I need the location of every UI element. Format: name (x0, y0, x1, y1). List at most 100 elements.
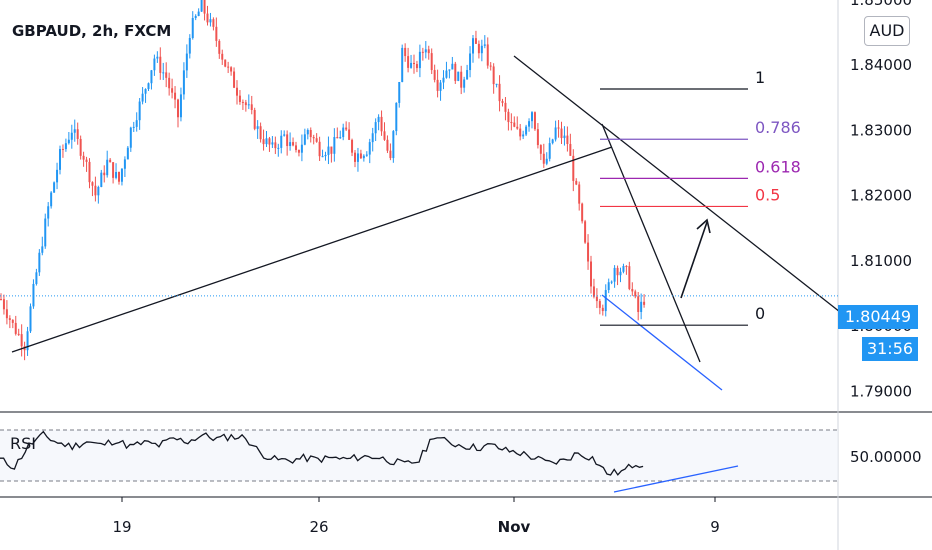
candle-body (35, 272, 38, 284)
candle-body (197, 11, 200, 16)
candle-body (637, 296, 640, 312)
candle-body (179, 94, 182, 118)
candle-body (625, 265, 628, 267)
candle-body (613, 267, 616, 282)
fib-level-label: 0.618 (755, 157, 801, 176)
candle-body (525, 126, 528, 135)
rsi-band (0, 430, 838, 481)
candle-body (238, 95, 241, 102)
candle-body (448, 69, 451, 71)
candle-body (356, 153, 359, 162)
candle-body (53, 182, 56, 193)
candle-body (300, 144, 303, 153)
x-tick-label: Nov (498, 518, 531, 536)
candle-body (26, 331, 29, 351)
candle-body (324, 154, 327, 157)
y-tick-label: 1.84000 (850, 56, 912, 74)
candle-body (371, 133, 374, 143)
candle-body (200, 0, 203, 12)
candle-body (277, 147, 280, 149)
candle-body (135, 120, 138, 127)
arrow-head (696, 218, 711, 234)
last-price-tag: 1.80449 (838, 305, 918, 329)
candle-body (439, 82, 442, 91)
candle-body (112, 162, 115, 178)
candle-body (380, 116, 383, 132)
candle-body (427, 49, 430, 54)
candle-body (628, 266, 631, 289)
candle-body (141, 93, 144, 102)
candle-body (472, 38, 474, 54)
candle-body (365, 154, 368, 156)
candle-body (469, 53, 472, 71)
candle-body (616, 267, 619, 276)
candle-body (2, 299, 5, 310)
candle-body (129, 127, 132, 148)
y-tick-label: 1.85000 (850, 0, 912, 9)
candle-body (206, 13, 209, 23)
candle-body (528, 121, 531, 127)
candle-body (368, 142, 371, 155)
candle-body (492, 66, 495, 85)
candle-body (106, 159, 109, 176)
candle-body (415, 64, 418, 69)
candle-body (268, 138, 271, 145)
candle-body (221, 53, 224, 60)
candle-body (501, 101, 504, 103)
falling-trendline (513, 55, 841, 313)
candle-body (542, 153, 545, 164)
candle-body (566, 135, 569, 144)
candle-body (103, 172, 106, 176)
candle-body (413, 62, 415, 65)
candle-body (203, 0, 206, 14)
fib-level-label: 0 (755, 304, 765, 323)
candle-body (489, 65, 492, 67)
candle-body (224, 59, 227, 67)
candle-body (551, 139, 554, 144)
candle-body (348, 129, 351, 140)
y-tick-label: 1.81000 (850, 252, 912, 270)
candle-body (601, 307, 604, 312)
candle-body (554, 127, 557, 140)
candle-body (604, 290, 607, 312)
candle-body (336, 137, 339, 139)
candle-body (424, 49, 427, 53)
candle-body (315, 138, 318, 142)
rsi-axis-label: 50.00000 (850, 448, 922, 466)
candle-body (256, 126, 259, 129)
candle-body (495, 83, 498, 85)
candle-body (339, 137, 342, 139)
candle-body (100, 172, 103, 187)
candle-body (545, 158, 548, 164)
candles (0, 0, 646, 361)
candle-body (643, 301, 646, 305)
x-tick-label: 26 (309, 518, 328, 536)
candle-body (191, 18, 194, 39)
candle-body (354, 152, 356, 162)
candle-body (531, 112, 533, 122)
candle-body (433, 70, 436, 80)
candle-body (271, 142, 274, 145)
candle-body (194, 15, 197, 19)
candle-body (474, 38, 477, 44)
currency-button[interactable]: AUD (864, 16, 910, 46)
candle-body (109, 159, 112, 163)
fib-level-label: 1 (755, 68, 765, 87)
candle-body (297, 149, 300, 153)
candle-body (91, 182, 94, 186)
candle-body (386, 139, 389, 151)
wedge-lower-line (601, 294, 723, 391)
candle-body (209, 19, 212, 23)
x-tick-label: 9 (710, 518, 720, 536)
candle-body (171, 88, 174, 93)
y-tick-label: 1.83000 (850, 121, 912, 139)
candle-body (8, 318, 11, 320)
candle-body (507, 111, 510, 123)
candle-body (0, 299, 2, 301)
rsi-support-line (613, 465, 739, 493)
candle-body (581, 203, 584, 222)
x-tick-label: 19 (112, 518, 131, 536)
y-tick-label: 1.79000 (850, 382, 912, 400)
candle-body (244, 102, 247, 106)
